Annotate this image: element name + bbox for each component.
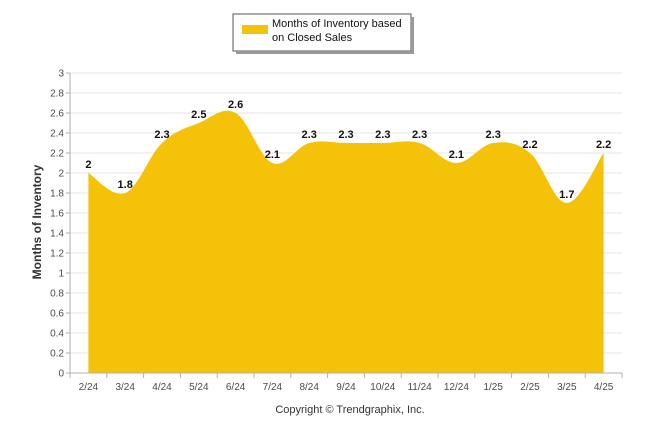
y-tick-label: 0.2 <box>50 349 64 360</box>
legend-box-shadow <box>411 17 414 54</box>
data-label: 2.3 <box>338 129 353 141</box>
y-tick-label: 2 <box>58 169 64 180</box>
data-label: 1.8 <box>118 179 133 191</box>
y-tick-label: 0 <box>58 369 64 380</box>
legend-label-line-1: Months of Inventory based <box>272 18 402 30</box>
data-label: 2.6 <box>228 99 243 111</box>
x-tick-label: 3/25 <box>557 382 577 393</box>
y-tick-label: 0.4 <box>50 329 64 340</box>
y-tick-label: 0.8 <box>50 289 64 300</box>
x-tick-label: 10/24 <box>370 382 395 393</box>
data-label: 2.2 <box>596 139 611 151</box>
axes: 0 0.2 0.4 0.6 0.8 1 1.2 1.4 1.6 1.8 2 2.2 2.4 2.6 2.8 3… <box>50 69 623 393</box>
y-tick-label: 0.6 <box>50 309 64 320</box>
x-tick-label: 12/24 <box>444 382 469 393</box>
y-tick-label: 3 <box>58 69 64 80</box>
data-label: 2.5 <box>191 109 206 121</box>
data-label: 2 <box>85 159 91 171</box>
data-label: 2.3 <box>412 129 427 141</box>
y-tick-label: 1.6 <box>50 209 64 220</box>
x-tick-label: 2/25 <box>520 382 540 393</box>
y-tick-label: 2.4 <box>50 129 64 140</box>
data-labels: 2 1.8 2.3 2.5 2.6 2.1 2.3 2.3 2.3 2.3 2.1 2.3 2.2 1.7… <box>85 99 611 201</box>
legend-box-shadow-bottom <box>236 51 414 54</box>
x-tick-label: 5/24 <box>189 382 209 393</box>
x-tick-label: 9/24 <box>336 382 356 393</box>
y-tick-label: 1.2 <box>50 249 64 260</box>
legend: Months of Inventory based on Closed Sale… <box>232 13 414 54</box>
y-tick-label: 1 <box>58 269 64 280</box>
data-label: 2.3 <box>375 129 390 141</box>
area-fill <box>88 110 604 373</box>
copyright-text: Copyright © Trendgraphix, Inc. <box>275 404 424 416</box>
x-tick-label: 2/24 <box>79 382 99 393</box>
y-tick-label: 1.4 <box>50 229 64 240</box>
y-tick-label: 2.6 <box>50 109 64 120</box>
data-label: 2.3 <box>302 129 317 141</box>
legend-swatch <box>242 25 268 34</box>
data-label: 2.3 <box>154 129 169 141</box>
x-tick-label: 3/24 <box>115 382 135 393</box>
data-label: 1.7 <box>559 189 574 201</box>
legend-label-line-2: on Closed Sales <box>272 32 353 44</box>
x-tick-label: 4/25 <box>594 382 614 393</box>
x-tick-label: 1/25 <box>483 382 503 393</box>
y-tick-label: 1.8 <box>50 189 64 200</box>
area-series <box>88 110 604 373</box>
y-tick-label: 2.2 <box>50 149 64 160</box>
data-label: 2.1 <box>265 149 280 161</box>
x-tick-label: 11/24 <box>407 382 432 393</box>
x-tick-label: 7/24 <box>263 382 283 393</box>
x-tick-label: 8/24 <box>299 382 319 393</box>
data-label: 2.2 <box>522 139 537 151</box>
y-axis-title: Months of Inventory <box>30 164 44 279</box>
x-tick-label: 4/24 <box>152 382 172 393</box>
data-label: 2.3 <box>486 129 501 141</box>
x-tick-label: 6/24 <box>226 382 246 393</box>
y-tick-label: 2.8 <box>50 89 64 100</box>
data-label: 2.1 <box>449 149 464 161</box>
